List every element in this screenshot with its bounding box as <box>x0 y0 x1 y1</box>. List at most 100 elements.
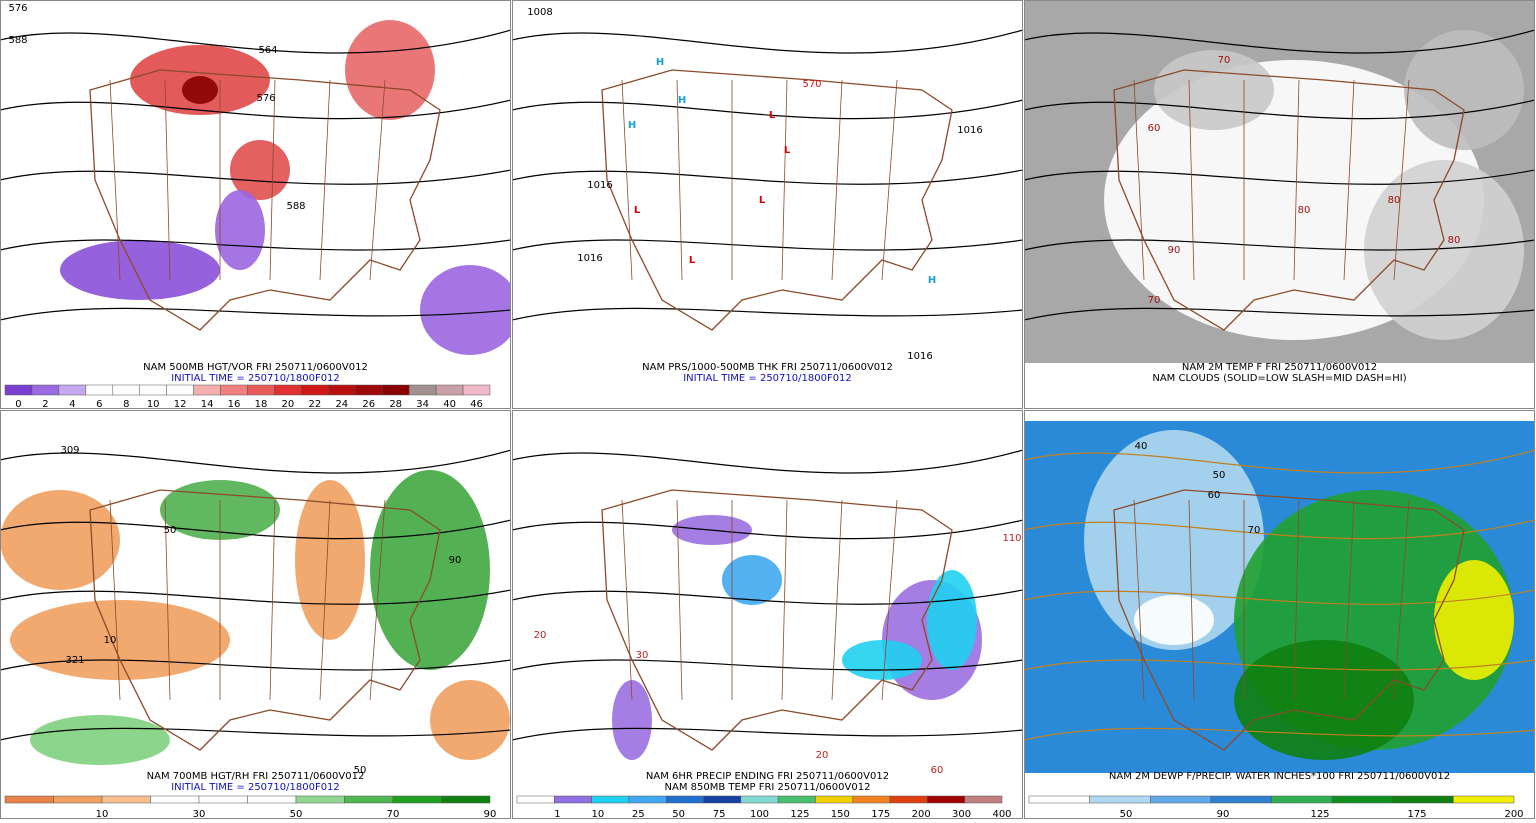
color-swatch <box>295 795 345 804</box>
map-label: L <box>784 145 791 156</box>
color-swatch <box>591 795 630 804</box>
state-line <box>1293 79 1300 281</box>
shaded-area <box>420 265 510 355</box>
colorbar-label: 2 <box>42 399 48 410</box>
state-line <box>781 79 788 281</box>
map-label: H <box>928 275 936 286</box>
color-swatch <box>31 384 60 396</box>
colorbar-label: 16 <box>228 399 241 410</box>
map-label: 1016 <box>587 180 612 191</box>
caption: INITIAL TIME = 250710/1800F012 <box>171 373 340 384</box>
map: 60 70 80 80 90 80 70 <box>1025 1 1534 363</box>
color-swatch <box>554 795 592 804</box>
colorbar-label: 125 <box>790 809 809 819</box>
caption: NAM 2M DEWP F/PRECIP. WATER INCHES*100 F… <box>1109 771 1450 782</box>
caption: NAM 500MB HGT/VOR FRI 250711/0600V012 <box>143 362 368 373</box>
color-swatch <box>101 795 151 804</box>
contour-line <box>1025 307 1534 321</box>
state-line <box>269 79 276 281</box>
shaded-area <box>842 640 922 680</box>
caption: INITIAL TIME = 250710/1800F012 <box>171 782 340 793</box>
state-line <box>1393 79 1410 281</box>
colorbar-label: 20 <box>282 399 295 410</box>
color-swatch <box>328 384 356 396</box>
shaded-area <box>182 76 218 104</box>
shaded-area <box>345 20 435 120</box>
map-label: 80 <box>1448 235 1461 246</box>
contour-line <box>513 29 1022 54</box>
forecast-panel: 1008 1016 1016 1016 1016 570 H H H H L L L L L NAM PRS/… <box>512 0 1023 409</box>
contour-line <box>513 589 1022 605</box>
color-swatch <box>139 384 167 396</box>
contour-line <box>1 99 510 120</box>
colorbar-label: 10 <box>147 399 160 410</box>
color-swatch <box>247 795 297 804</box>
map-label: 1016 <box>907 351 932 362</box>
colorbar-label: 150 <box>831 809 850 819</box>
state-line <box>621 499 633 701</box>
map-label: 1016 <box>577 253 602 264</box>
contour-line <box>1025 519 1534 540</box>
shaded-area <box>1234 640 1414 760</box>
map-label: 60 <box>1208 490 1221 501</box>
shaded-area <box>1434 560 1514 680</box>
map-label: 60 <box>931 765 944 776</box>
map-label: 70 <box>1148 295 1161 306</box>
color-swatch <box>964 795 1003 804</box>
colorbar-label: 18 <box>255 399 268 410</box>
map-label: 321 <box>65 655 84 666</box>
color-swatch <box>628 795 667 804</box>
color-swatch <box>381 384 410 396</box>
colorbar-label: 30 <box>193 809 206 819</box>
map-label: 588 <box>286 201 305 212</box>
colorbar-label: 300 <box>952 809 971 819</box>
caption: NAM 700MB HGT/RH FRI 250711/0600V012 <box>147 771 365 782</box>
map-label: H <box>678 95 686 106</box>
color-swatch <box>301 384 329 396</box>
caption: NAM 2M TEMP F FRI 250711/0600V012 <box>1182 362 1377 373</box>
color-swatch <box>220 384 248 396</box>
map-label: L <box>769 110 776 121</box>
map-label: 90 <box>449 555 462 566</box>
colorbar-label: 22 <box>308 399 321 410</box>
state-boundaries <box>601 69 953 331</box>
map-label: 309 <box>60 445 79 456</box>
colorbar-label: 10 <box>591 809 604 819</box>
color-swatch <box>1089 795 1151 804</box>
colorbar-label: 90 <box>1217 809 1230 819</box>
colorbar-label: 75 <box>713 809 726 819</box>
state-line <box>109 499 121 701</box>
colorbar-label: 50 <box>672 809 685 819</box>
state-line <box>1188 499 1195 701</box>
color-swatch <box>408 384 437 396</box>
shaded-area <box>1404 30 1524 150</box>
state-line <box>1133 499 1145 701</box>
state-line <box>1343 499 1355 701</box>
color-swatch <box>435 384 464 396</box>
contour-line <box>513 169 1022 185</box>
caption: NAM 850MB TEMP FRI 250711/0600V012 <box>665 782 871 793</box>
contour-line <box>1 169 510 185</box>
contour-line <box>1 29 510 54</box>
colorbar-label: 50 <box>290 809 303 819</box>
color-swatch <box>274 384 302 396</box>
state-line <box>831 499 843 701</box>
state-boundaries <box>1113 69 1465 331</box>
colorbar-label: 10 <box>96 809 109 819</box>
contour-line <box>513 449 1022 474</box>
color-swatch <box>166 384 194 396</box>
color-swatch <box>852 795 891 804</box>
contour-line <box>1 239 510 251</box>
state-line <box>1133 79 1145 281</box>
contour-line <box>1 519 510 540</box>
contour-line <box>1025 29 1534 54</box>
shaded-area <box>430 680 510 760</box>
colorbar-label: 70 <box>387 809 400 819</box>
color-swatch <box>355 384 383 396</box>
caption: NAM PRS/1000-500MB THK FRI 250711/0600V0… <box>642 362 893 373</box>
contour-line <box>1025 239 1534 251</box>
color-swatch <box>1150 795 1212 804</box>
colorbar-label: 14 <box>201 399 214 410</box>
caption: NAM CLOUDS (SOLID=LOW SLASH=MID DASH=HI) <box>1152 373 1406 384</box>
colorbar-label: 175 <box>871 809 890 819</box>
